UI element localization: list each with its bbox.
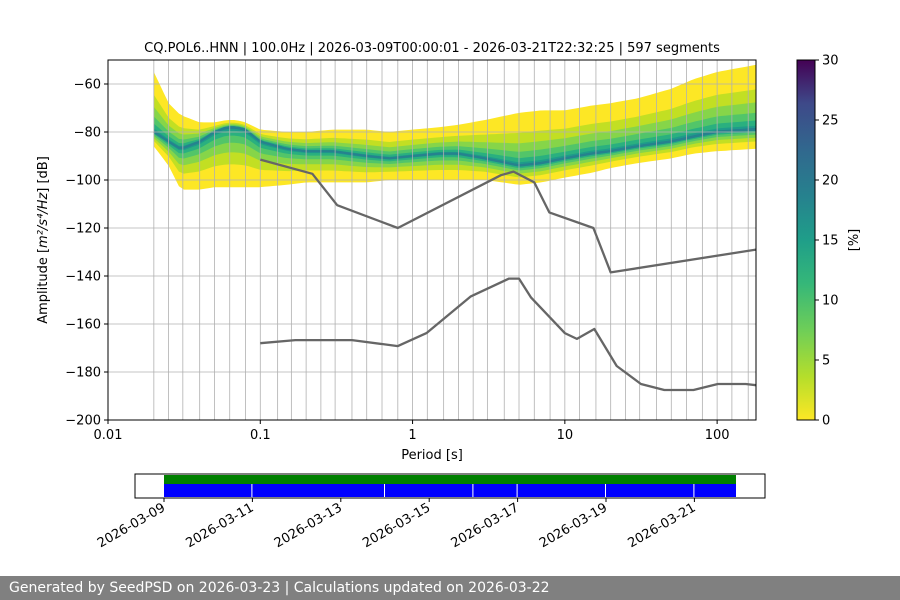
density-level-3 — [153, 112, 756, 171]
date-tick-label: 2026-03-21 — [625, 500, 698, 551]
data-availability-timeline: 2026-03-09 2026-03-11 2026-03-13 2026-03-15… — [95, 473, 766, 551]
psd-figure: CQ.POL6..HNN | 100.0Hz | 2026-03-09T00:0… — [36, 41, 862, 551]
high-noise-model-line — [259, 158, 756, 274]
colorbar-gradient — [797, 60, 815, 420]
y-axis-label-prefix: Amplitude [ — [36, 248, 51, 324]
y-tick-label: −200 — [65, 414, 101, 429]
y-axis-label-unit: m²/s⁴/Hz — [36, 192, 51, 248]
date-tick-label: 2026-03-09 — [95, 500, 168, 551]
density-layer — [153, 64, 756, 190]
noise-model-lines — [259, 158, 756, 392]
x-tick-label: 0.1 — [250, 428, 271, 443]
colorbar-tick-label: 30 — [822, 54, 839, 69]
x-tick-label: 1 — [408, 428, 416, 443]
colorbar-tick-label: 5 — [822, 354, 830, 369]
low-noise-model-line — [260, 277, 756, 392]
availability-gaps-bar — [164, 475, 736, 484]
x-tick-label: 0.01 — [94, 428, 123, 443]
footer-status: Generated by SeedPSD on 2026-03-23 | Cal… — [0, 576, 900, 600]
y-tick-label: −80 — [74, 126, 101, 141]
x-axis-label: Period [s] — [401, 448, 463, 463]
colorbar: 0 5 10 15 20 25 30 [%] — [796, 54, 862, 429]
colorbar-label: [%] — [847, 229, 862, 252]
chart-title: CQ.POL6..HNN | 100.0Hz | 2026-03-09T00:0… — [144, 41, 720, 56]
date-tick-label: 2026-03-15 — [360, 500, 433, 551]
y-axis: −200 −180 −160 −140 −120 −100 −80 −60 — [65, 78, 108, 429]
date-tick-label: 2026-03-19 — [537, 500, 610, 551]
y-tick-label: −160 — [65, 318, 101, 333]
availability-bars — [164, 475, 736, 497]
colorbar-tick-label: 10 — [822, 294, 839, 309]
y-tick-label: −60 — [74, 78, 101, 93]
availability-data-bar — [164, 484, 736, 497]
colorbar-tick-label: 20 — [822, 174, 839, 189]
psd-plot-area — [107, 59, 757, 421]
colorbar-ticks: 0 5 10 15 20 25 30 — [815, 54, 839, 429]
period-gridlines — [108, 60, 756, 420]
y-tick-label: −100 — [65, 174, 101, 189]
date-tick-label: 2026-03-17 — [449, 500, 522, 551]
plot-frame — [107, 59, 757, 421]
y-tick-label: −120 — [65, 222, 101, 237]
x-axis: 0.01 0.1 1 10 100 — [94, 420, 730, 443]
colorbar-tick-label: 15 — [822, 234, 839, 249]
x-tick-label: 10 — [557, 428, 574, 443]
y-tick-label: −180 — [65, 366, 101, 381]
colorbar-tick-label: 0 — [822, 414, 830, 429]
colorbar-tick-label: 25 — [822, 114, 839, 129]
y-tick-label: −140 — [65, 270, 101, 285]
y-axis-label: Amplitude [m²/s⁴/Hz] [dB] — [36, 156, 51, 324]
date-tick-label: 2026-03-13 — [272, 500, 345, 551]
density-mode-ridge — [153, 126, 756, 167]
date-tick-label: 2026-03-11 — [183, 500, 256, 551]
y-axis-label-suffix: ] [dB] — [36, 156, 51, 193]
availability-date-axis: 2026-03-09 2026-03-11 2026-03-13 2026-03-15… — [95, 498, 698, 551]
x-tick-label: 100 — [705, 428, 730, 443]
